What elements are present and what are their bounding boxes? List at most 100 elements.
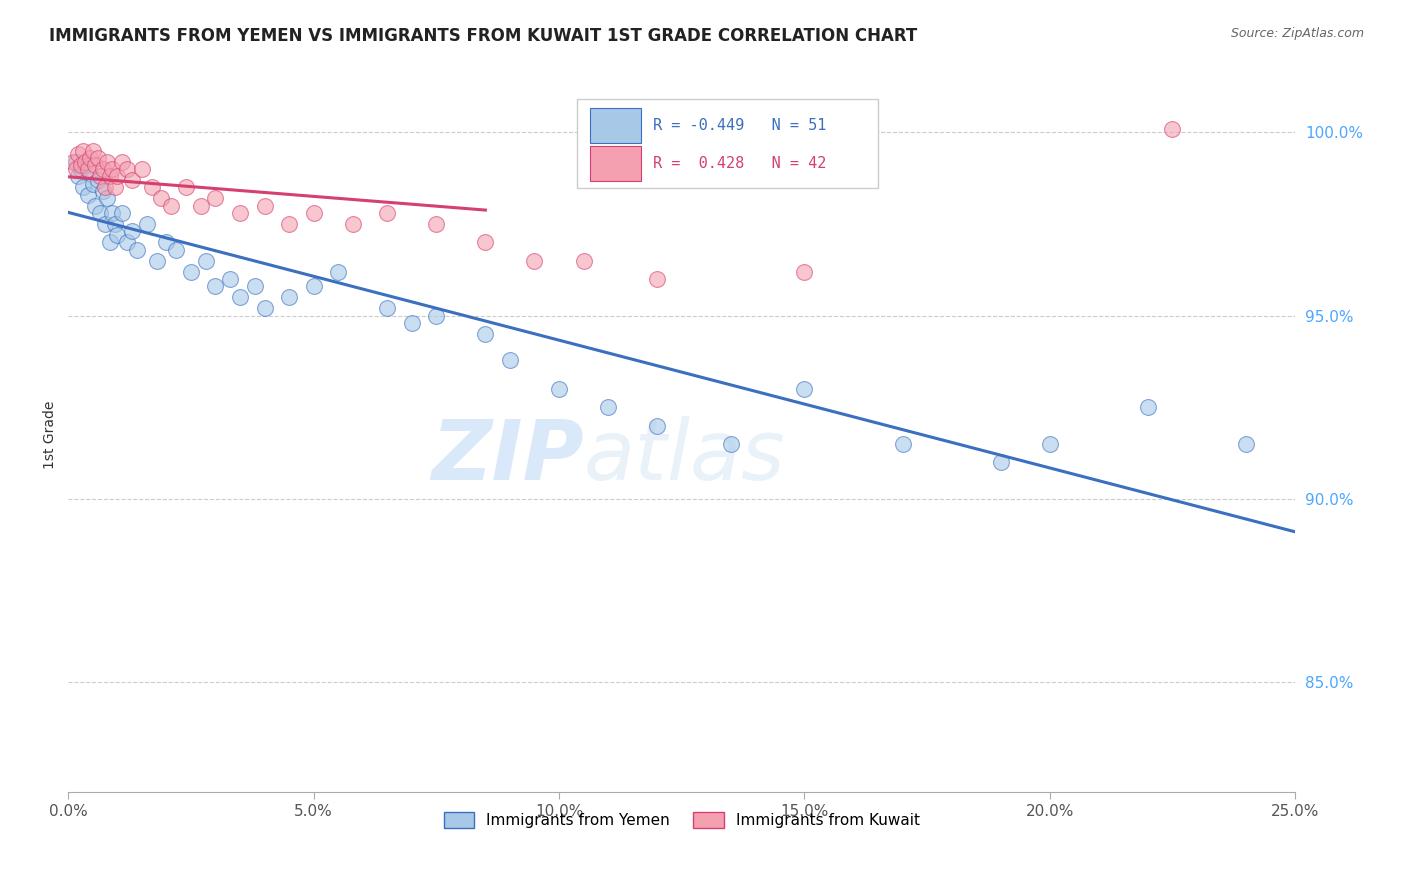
- Point: [101, 206, 124, 220]
- Point: [302, 206, 325, 220]
- Point: [174, 180, 197, 194]
- Point: [76, 187, 98, 202]
- Point: [155, 235, 177, 250]
- Text: Source: ZipAtlas.com: Source: ZipAtlas.com: [1230, 27, 1364, 40]
- Point: [160, 199, 183, 213]
- Point: [253, 199, 276, 213]
- Text: R =  0.428   N = 42: R = 0.428 N = 42: [654, 156, 827, 170]
- Point: [523, 253, 546, 268]
- Y-axis label: 1st Grade: 1st Grade: [44, 401, 58, 469]
- Point: [1039, 437, 1062, 451]
- Point: [229, 290, 252, 304]
- Point: [645, 418, 668, 433]
- Point: [125, 243, 148, 257]
- Text: atlas: atlas: [583, 416, 785, 497]
- Point: [474, 235, 496, 250]
- Point: [891, 437, 914, 451]
- Legend: Immigrants from Yemen, Immigrants from Kuwait: Immigrants from Yemen, Immigrants from K…: [437, 806, 927, 834]
- Point: [79, 151, 101, 165]
- Point: [499, 352, 522, 367]
- Point: [111, 154, 134, 169]
- Point: [69, 158, 91, 172]
- Point: [96, 191, 118, 205]
- Point: [194, 253, 217, 268]
- Point: [101, 162, 124, 177]
- Point: [94, 217, 117, 231]
- Text: IMMIGRANTS FROM YEMEN VS IMMIGRANTS FROM KUWAIT 1ST GRADE CORRELATION CHART: IMMIGRANTS FROM YEMEN VS IMMIGRANTS FROM…: [49, 27, 918, 45]
- Point: [548, 382, 571, 396]
- Point: [572, 253, 595, 268]
- Point: [278, 217, 301, 231]
- Point: [86, 151, 108, 165]
- Point: [84, 199, 107, 213]
- Point: [104, 217, 127, 231]
- Point: [94, 180, 117, 194]
- Point: [1234, 437, 1257, 451]
- Point: [204, 191, 226, 205]
- Point: [65, 162, 87, 177]
- Point: [82, 144, 104, 158]
- Point: [425, 217, 447, 231]
- Text: R = -0.449   N = 51: R = -0.449 N = 51: [654, 118, 827, 133]
- Point: [229, 206, 252, 220]
- Point: [67, 147, 90, 161]
- Point: [105, 227, 128, 242]
- FancyBboxPatch shape: [589, 146, 641, 181]
- Point: [165, 243, 187, 257]
- Point: [253, 301, 276, 316]
- Point: [121, 224, 143, 238]
- Point: [82, 177, 104, 191]
- Point: [645, 272, 668, 286]
- Point: [69, 162, 91, 177]
- Point: [105, 169, 128, 184]
- FancyBboxPatch shape: [578, 99, 877, 188]
- Point: [91, 184, 114, 198]
- Point: [793, 265, 815, 279]
- Point: [84, 158, 107, 172]
- Point: [145, 253, 167, 268]
- Point: [72, 144, 94, 158]
- Point: [474, 326, 496, 341]
- Point: [65, 154, 87, 169]
- Point: [302, 279, 325, 293]
- FancyBboxPatch shape: [589, 108, 641, 144]
- Point: [91, 162, 114, 177]
- Point: [121, 173, 143, 187]
- Point: [115, 162, 138, 177]
- Point: [342, 217, 364, 231]
- Point: [131, 162, 153, 177]
- Point: [425, 309, 447, 323]
- Point: [89, 169, 111, 184]
- Point: [180, 265, 202, 279]
- Point: [1161, 121, 1184, 136]
- Point: [111, 206, 134, 220]
- Point: [104, 180, 127, 194]
- Point: [793, 382, 815, 396]
- Point: [115, 235, 138, 250]
- Point: [596, 401, 619, 415]
- Point: [243, 279, 266, 293]
- Point: [75, 154, 97, 169]
- Point: [204, 279, 226, 293]
- Point: [720, 437, 742, 451]
- Text: ZIP: ZIP: [430, 416, 583, 497]
- Point: [89, 206, 111, 220]
- Point: [96, 154, 118, 169]
- Point: [72, 180, 94, 194]
- Point: [67, 169, 90, 184]
- Point: [401, 316, 423, 330]
- Point: [375, 206, 398, 220]
- Point: [190, 199, 212, 213]
- Point: [1136, 401, 1159, 415]
- Point: [219, 272, 242, 286]
- Point: [98, 235, 121, 250]
- Point: [86, 173, 108, 187]
- Point: [375, 301, 398, 316]
- Point: [328, 265, 350, 279]
- Point: [98, 169, 121, 184]
- Point: [62, 154, 84, 169]
- Point: [278, 290, 301, 304]
- Point: [79, 166, 101, 180]
- Point: [150, 191, 173, 205]
- Point: [76, 162, 98, 177]
